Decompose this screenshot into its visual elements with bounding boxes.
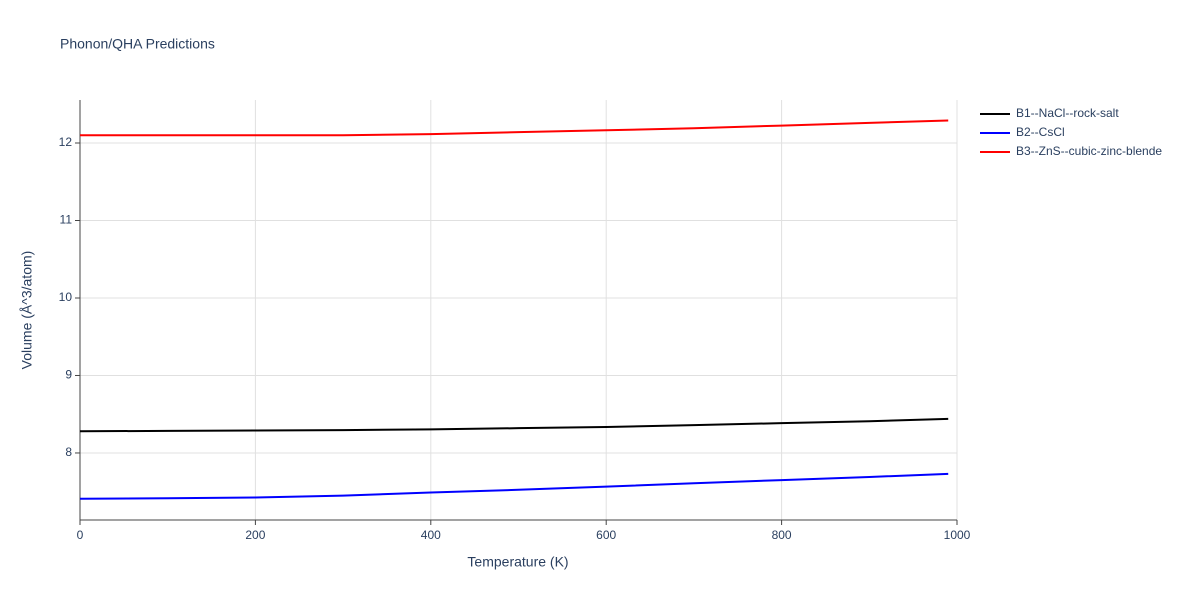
series-line bbox=[79, 417, 949, 433]
legend-label[interactable]: B3--ZnS--cubic-zinc-blende bbox=[1016, 144, 1162, 158]
series-line bbox=[79, 472, 949, 500]
legend-label[interactable]: B2--CsCl bbox=[1016, 125, 1065, 139]
x-tick-label: 0 bbox=[77, 528, 84, 542]
legend-label[interactable]: B1--NaCl--rock-salt bbox=[1016, 106, 1119, 120]
series-line bbox=[80, 119, 949, 137]
y-tick-label: 9 bbox=[65, 368, 72, 382]
chart-title: Phonon/QHA Predictions bbox=[60, 36, 215, 52]
y-tick-label: 12 bbox=[59, 135, 73, 149]
y-tick-label: 11 bbox=[60, 213, 73, 227]
x-tick-label: 200 bbox=[245, 528, 265, 542]
x-tick-label: 400 bbox=[421, 528, 441, 542]
x-tick-label: 800 bbox=[772, 528, 792, 542]
x-tick-label: 1000 bbox=[944, 528, 971, 542]
x-axis-label: Temperature (K) bbox=[467, 554, 568, 570]
y-tick-label: 8 bbox=[65, 445, 72, 459]
x-tick-label: 600 bbox=[596, 528, 616, 542]
y-tick-label: 10 bbox=[59, 290, 73, 304]
y-axis-label: Volume (Å^3/atom) bbox=[19, 251, 35, 370]
